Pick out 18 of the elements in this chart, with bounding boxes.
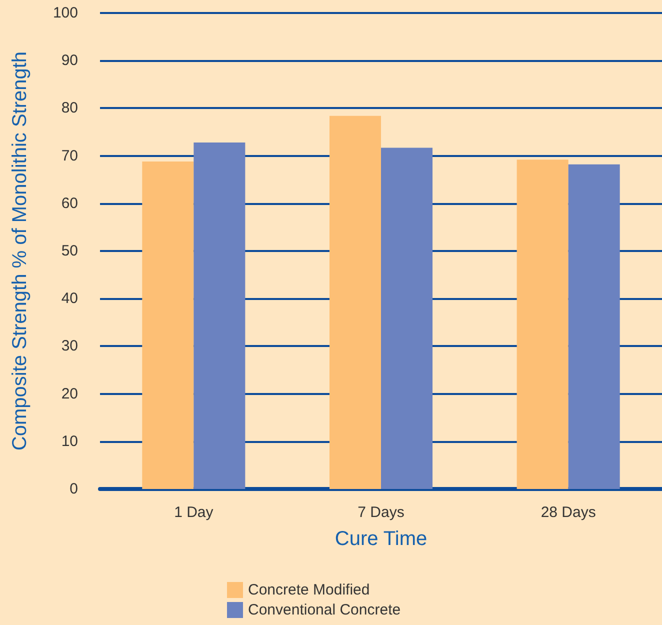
- legend-label: Conventional Concrete: [248, 602, 401, 618]
- x-tick-label: 28 Days: [540, 504, 596, 521]
- x-tick-label: 1 Day: [174, 504, 214, 521]
- y-tick-label: 90: [61, 52, 78, 70]
- y-axis-title: Composite Strength % of Monolithic Strength: [9, 51, 31, 451]
- y-tick-label: 70: [61, 147, 78, 164]
- y-tick-label: 100: [52, 4, 78, 22]
- x-axis-title: Cure Time: [334, 528, 428, 550]
- y-tick-label: 80: [61, 100, 78, 117]
- y-tick-label: 40: [61, 290, 78, 308]
- y-tick-label: 60: [61, 194, 78, 212]
- x-tick-label: 7 Days: [358, 504, 404, 521]
- y-tick-label: 30: [61, 338, 78, 355]
- y-tick-label: 50: [61, 242, 78, 260]
- y-tick-label: 10: [61, 432, 78, 450]
- legend-label: Concrete Modified: [248, 582, 370, 598]
- y-tick-label: 20: [61, 385, 78, 402]
- y-tick-label: 0: [70, 480, 78, 498]
